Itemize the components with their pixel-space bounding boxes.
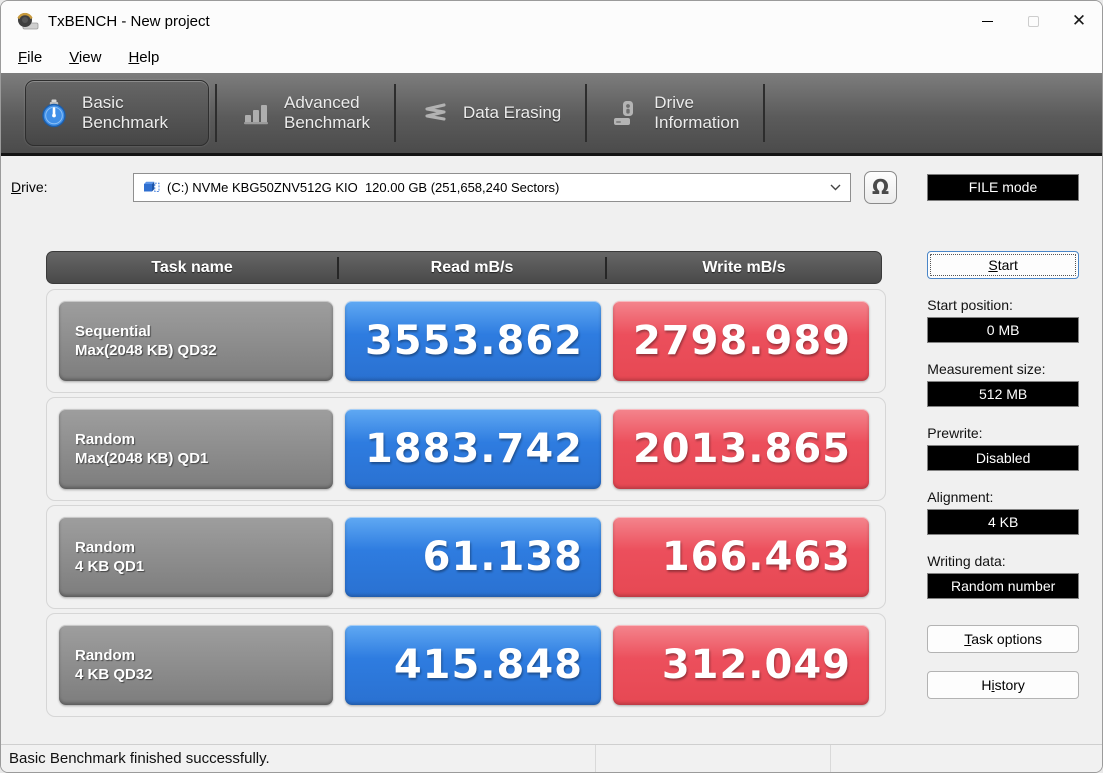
write-value: 312.049: [613, 625, 869, 705]
task-button-random-qd1[interactable]: Random Max(2048 KB) QD1: [59, 409, 333, 489]
app-icon: [17, 12, 39, 30]
refresh-icon: Ω: [871, 175, 889, 199]
table-row: Sequential Max(2048 KB) QD32 3553.862 279…: [46, 289, 886, 393]
menu-item-help[interactable]: Help: [128, 48, 160, 66]
start-position-label: Start position:: [927, 297, 1013, 313]
drive-icon: [144, 181, 160, 193]
measurement-size-value: 512 MB: [927, 381, 1079, 407]
close-icon: ✕: [1071, 11, 1087, 30]
header-separator: [337, 256, 339, 279]
alignment-value: 4 KB: [927, 509, 1079, 535]
tab-basic-benchmark-label: Basic Benchmark: [82, 93, 168, 132]
start-position-value: 0 MB: [927, 317, 1079, 343]
benchmark-table: Task name Read mB/s Write mB/s Sequentia…: [46, 251, 894, 744]
tab-data-erasing-label: Data Erasing: [462, 103, 562, 123]
drive-selected-value: (C:) NVMe KBG50ZNV512G KIO 120.00 GB (25…: [167, 179, 560, 195]
status-panel: [595, 745, 830, 772]
stopwatch-icon: [42, 99, 66, 128]
minimize-icon: [981, 20, 993, 22]
tab-data-erasing[interactable]: Data Erasing: [402, 80, 579, 146]
drive-label: Drive:: [11, 179, 48, 195]
status-panel: [830, 745, 1102, 772]
window-title: TxBENCH - New project: [48, 12, 210, 30]
tab-separator: [215, 84, 217, 142]
task-button-random-4kb-qd32[interactable]: Random 4 KB QD32: [59, 625, 333, 705]
close-button[interactable]: ✕: [1056, 1, 1102, 41]
start-button[interactable]: Start: [927, 251, 1079, 279]
eraser-icon: [425, 103, 446, 121]
tab-drive-information-label: Drive Information: [654, 93, 740, 132]
file-mode-indicator: FILE mode: [927, 173, 1079, 201]
write-value: 166.463: [613, 517, 869, 597]
menu-bar: File View Help: [1, 41, 1102, 73]
minimize-button[interactable]: [964, 1, 1010, 41]
main-content: Task name Read mB/s Write mB/s Sequentia…: [1, 218, 1102, 744]
tab-separator: [393, 84, 396, 142]
write-value: 2798.989: [613, 301, 869, 381]
read-value: 61.138: [345, 517, 601, 597]
measurement-size-label: Measurement size:: [927, 361, 1046, 377]
drive-select[interactable]: (C:) NVMe KBG50ZNV512G KIO 120.00 GB (25…: [133, 172, 851, 202]
menu-item-file[interactable]: File: [18, 48, 43, 66]
task-options-button[interactable]: Task options: [927, 625, 1079, 653]
table-row: Random 4 KB QD32 415.848 312.049: [46, 613, 886, 717]
refresh-drives-button[interactable]: Ω: [864, 170, 897, 204]
tab-advanced-benchmark[interactable]: Advanced Benchmark: [223, 80, 388, 146]
header-read: Read mB/s: [430, 258, 514, 276]
drive-info-icon: [614, 101, 634, 125]
drive-row: Drive: (C:) NVMe KBG50ZNV512G KIO 120.00…: [1, 156, 1102, 218]
table-header: Task name Read mB/s Write mB/s: [46, 251, 882, 284]
header-task-name: Task name: [151, 258, 233, 276]
maximize-button: [1010, 1, 1056, 41]
read-value: 415.848: [345, 625, 601, 705]
header-separator: [605, 256, 607, 279]
title-bar: TxBENCH - New project ✕: [1, 1, 1102, 41]
task-button-sequential-qd32[interactable]: Sequential Max(2048 KB) QD32: [59, 301, 333, 381]
alignment-label: Alignment:: [927, 489, 994, 505]
table-row: Random Max(2048 KB) QD1 1883.742 2013.865: [46, 397, 886, 501]
writing-data-label: Writing data:: [927, 553, 1006, 569]
write-value: 2013.865: [613, 409, 869, 489]
chevron-down-icon: [830, 184, 841, 191]
table-row: Random 4 KB QD1 61.138 166.463: [46, 505, 886, 609]
menu-item-view[interactable]: View: [69, 48, 102, 66]
window-controls: ✕: [964, 1, 1102, 41]
prewrite-value: Disabled: [927, 445, 1079, 471]
tab-drive-information[interactable]: Drive Information: [593, 80, 757, 146]
read-value: 1883.742: [345, 409, 601, 489]
tab-advanced-benchmark-label: Advanced Benchmark: [284, 93, 370, 132]
prewrite-label: Prewrite:: [927, 425, 983, 441]
status-bar: Basic Benchmark finished successfully.: [1, 744, 1102, 772]
tab-basic-benchmark[interactable]: Basic Benchmark: [25, 80, 209, 146]
header-write: Write mB/s: [702, 258, 786, 276]
read-value: 3553.862: [345, 301, 601, 381]
history-button[interactable]: History: [927, 671, 1079, 699]
tab-separator: [763, 84, 766, 142]
settings-sidebar: Start Start position: 0 MB Measurement s…: [927, 251, 1079, 744]
maximize-icon: [1027, 15, 1039, 27]
writing-data-value: Random number: [927, 573, 1079, 599]
tab-toolbar: Basic Benchmark Advanced Benchmark Data Er…: [1, 73, 1102, 156]
task-button-random-4kb-qd1[interactable]: Random 4 KB QD1: [59, 517, 333, 597]
tab-separator: [585, 84, 588, 142]
status-message: Basic Benchmark finished successfully.: [9, 750, 270, 767]
bar-chart-icon: [244, 105, 268, 125]
